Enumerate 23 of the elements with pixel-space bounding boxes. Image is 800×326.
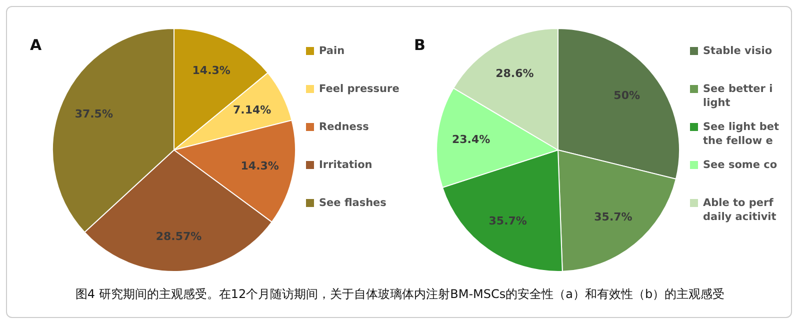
data-label: 28.6%: [496, 66, 534, 80]
legend-label: See light bet the fellow e: [702, 120, 780, 149]
caption: 图4 研究期间的主观感受。在12个月随访期间，关于自体玻璃体内注射BM-MSCs的安全性（a）和有效性（b）的主观感受: [74, 286, 726, 303]
legend-label: See flashes: [318, 196, 388, 211]
data-label: 7.14%: [232, 103, 272, 116]
data-label: 50%: [614, 88, 640, 102]
text: A: [30, 36, 42, 54]
legend-label: See better i light: [702, 82, 774, 111]
legend-label: Able to perf daily acitivit: [702, 196, 778, 225]
data-label: 35.7%: [594, 210, 632, 224]
data-label: 14.3%: [192, 64, 230, 77]
data-label: 14.3%: [240, 160, 279, 173]
legend-label: See some co: [702, 158, 778, 173]
data-label: 37.5%: [74, 108, 113, 121]
data-label: 28.57%: [156, 230, 202, 244]
legend-label: Irritation: [318, 158, 374, 173]
legend-label: Pain: [318, 44, 346, 59]
legend-label: Redness: [318, 120, 370, 135]
data-label: 35.7%: [488, 214, 527, 228]
text: B: [414, 36, 426, 54]
legend-label: Stable visio: [702, 44, 774, 59]
legend-label: Feel pressure: [318, 82, 400, 97]
data-label: 23.4%: [452, 133, 490, 146]
